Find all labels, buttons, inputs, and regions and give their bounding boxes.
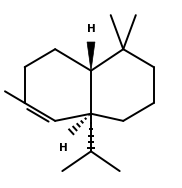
Polygon shape: [87, 42, 95, 71]
Text: H: H: [87, 24, 95, 34]
Text: H: H: [59, 143, 68, 153]
